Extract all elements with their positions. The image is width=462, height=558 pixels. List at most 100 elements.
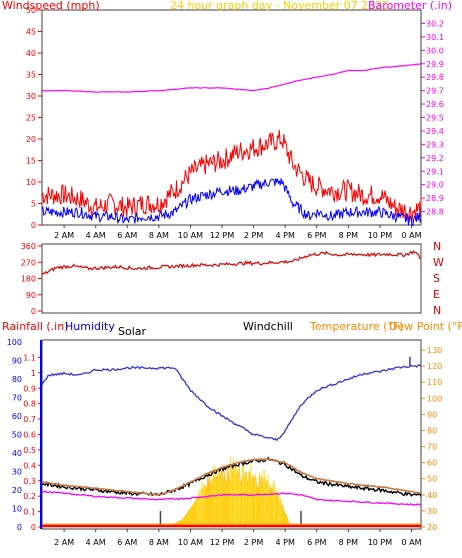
humidity-title: Humidity [65, 320, 115, 333]
temp-x-tick-label: 4 AM [86, 538, 106, 547]
temperature-y-tick-label: 100 [427, 394, 442, 403]
barometer-y-tick-label: 29.1 [426, 167, 444, 176]
direction-panel [41, 243, 422, 314]
barometer-y-tick-label: 29.2 [426, 154, 444, 163]
barometer-y-tick-label: 29.5 [426, 114, 444, 123]
temp-x-tick-label: 10 AM [178, 538, 203, 547]
wind-y-tick-label: 25 [26, 114, 36, 123]
temperature-title: Temperature (°F) [309, 320, 404, 333]
barometer-y-tick-label: 30.1 [426, 33, 444, 42]
humidity-y-tick-label: 60 [12, 412, 22, 421]
barometer-y-tick-label: 28.8 [426, 208, 444, 217]
temp-x-tick-label: 0 AM [402, 538, 422, 547]
humidity-y-tick-label: 40 [12, 449, 22, 458]
temperature-y-tick-label: 30 [427, 507, 437, 516]
wind-x-tick-label: 4 AM [86, 231, 106, 240]
dewpoint-line [41, 490, 422, 506]
barometer-y-tick-label: 29.4 [426, 127, 444, 136]
wind-x-tick-label: 8 PM [339, 231, 358, 240]
humidity-y-tick-label: 70 [12, 394, 22, 403]
temperature-y-tick-label: 20 [427, 523, 437, 532]
direction-compass-label: N [433, 304, 441, 317]
barometer-line [41, 63, 422, 93]
barometer-y-tick-label: 30.0 [426, 46, 444, 55]
direction-compass-label: N [433, 240, 441, 253]
wind-average-line [41, 178, 422, 227]
direction-y-tick-label: 360 [21, 242, 36, 251]
wind-x-tick-label: 2 PM [244, 231, 263, 240]
rainfall-y-tick-label: 0.4 [23, 461, 36, 470]
wind-y-tick-label: 10 [26, 178, 36, 187]
barometer-y-tick-label: 29.8 [426, 73, 444, 82]
solar-title: Solar [118, 325, 147, 338]
rainfall-y-tick-label: 0.9 [23, 384, 36, 393]
wind-y-tick-label: 35 [26, 71, 36, 80]
humidity-y-tick-label: 100 [7, 338, 22, 347]
chart-marks: 0510152025303540455028.828.929.029.129.2… [7, 6, 444, 547]
windchill-title: Windchill [243, 320, 293, 333]
humidity-y-tick-label: 80 [12, 375, 22, 384]
wind-y-tick-label: 0 [31, 221, 36, 230]
temperature-y-tick-label: 50 [427, 475, 437, 484]
wind-y-tick-label: 15 [26, 157, 36, 166]
direction-y-tick-label: 270 [21, 258, 36, 267]
barometer-y-tick-label: 28.9 [426, 194, 444, 203]
wind-x-tick-label: 6 AM [117, 231, 137, 240]
temperature-y-tick-label: 80 [427, 426, 437, 435]
barometer-y-tick-label: 29.0 [426, 181, 444, 190]
top-panel [41, 9, 422, 226]
humidity-y-tick-label: 0 [17, 523, 22, 532]
temp-x-tick-label: 2 AM [54, 538, 74, 547]
barometer-y-tick-label: 29.7 [426, 87, 444, 96]
rainfall-title: Rainfall (.in) [2, 320, 69, 333]
wind-y-tick-label: 50 [26, 6, 36, 15]
rainfall-y-tick-label: 0.6 [23, 431, 36, 440]
temp-x-tick-label: 4 PM [276, 538, 295, 547]
temperature-y-tick-label: 130 [427, 346, 442, 355]
wind-x-tick-label: 12 PM [210, 231, 235, 240]
humidity-y-tick-label: 20 [12, 486, 22, 495]
wind-y-tick-label: 40 [26, 49, 36, 58]
wind-x-tick-label: 0 AM [402, 231, 422, 240]
dewpoint-title: Dew Point (°F) [389, 320, 462, 333]
wind-x-tick-label: 2 AM [54, 231, 74, 240]
direction-compass-label: W [433, 256, 444, 269]
graph-title: 24 hour graph day - November 07 2025 [170, 0, 389, 12]
rainfall-y-tick-label: 0.8 [23, 400, 36, 409]
barometer-y-tick-label: 30.2 [426, 19, 444, 28]
barometer-y-tick-label: 29.3 [426, 140, 444, 149]
rainfall-y-tick-label: 0 [31, 523, 36, 532]
rainfall-y-tick-label: 0.5 [23, 446, 36, 455]
humidity-y-tick-label: 90 [12, 357, 22, 366]
windspeed-title: Windspeed (mph) [2, 0, 100, 12]
wind-x-tick-label: 10 PM [368, 231, 393, 240]
wind-y-tick-label: 20 [26, 135, 36, 144]
temperature-line [41, 458, 422, 496]
temp-x-tick-label: 12 PM [210, 538, 235, 547]
direction-compass-label: S [433, 272, 440, 285]
direction-compass-label: E [433, 288, 440, 301]
wind-y-tick-label: 30 [26, 92, 36, 101]
barometer-y-tick-label: 29.9 [426, 60, 444, 69]
temperature-y-tick-label: 40 [427, 491, 437, 500]
temp-x-tick-label: 2 PM [244, 538, 263, 547]
windspeed-line [41, 129, 422, 223]
temperature-y-tick-label: 120 [427, 362, 442, 371]
wind-x-tick-label: 8 AM [149, 231, 169, 240]
temperature-y-tick-label: 60 [427, 459, 437, 468]
humidity-y-tick-label: 10 [12, 505, 22, 514]
barometer-title: Barometer (.in) [368, 0, 452, 12]
temp-x-tick-label: 8 AM [149, 538, 169, 547]
rainfall-y-tick-label: 1 [31, 369, 36, 378]
wind-y-tick-label: 5 [31, 200, 36, 209]
temp-x-tick-label: 6 PM [307, 538, 326, 547]
rainfall-y-tick-label: 0.3 [23, 477, 36, 486]
temperature-y-tick-label: 70 [427, 443, 437, 452]
rainfall-y-tick-label: 0.1 [23, 508, 36, 517]
direction-y-tick-label: 90 [26, 291, 36, 300]
temp-x-tick-label: 6 AM [117, 538, 137, 547]
wind-x-tick-label: 6 PM [307, 231, 326, 240]
wind-x-tick-label: 10 AM [178, 231, 203, 240]
humidity-y-tick-label: 30 [12, 468, 22, 477]
